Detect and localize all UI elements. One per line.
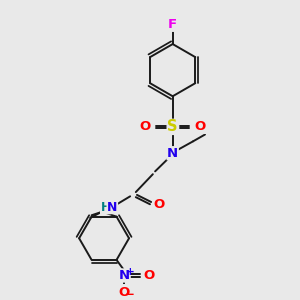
Text: F: F — [168, 18, 177, 31]
Text: +: + — [126, 267, 135, 277]
Text: N: N — [119, 269, 130, 282]
Text: N: N — [167, 147, 178, 160]
Text: H: H — [100, 201, 110, 214]
Text: N: N — [107, 201, 118, 214]
Text: O: O — [144, 269, 155, 282]
Text: O: O — [119, 286, 130, 299]
Text: O: O — [195, 120, 206, 134]
Text: O: O — [139, 120, 151, 134]
Text: S: S — [167, 119, 178, 134]
Text: −: − — [125, 288, 135, 300]
Text: O: O — [153, 198, 164, 211]
